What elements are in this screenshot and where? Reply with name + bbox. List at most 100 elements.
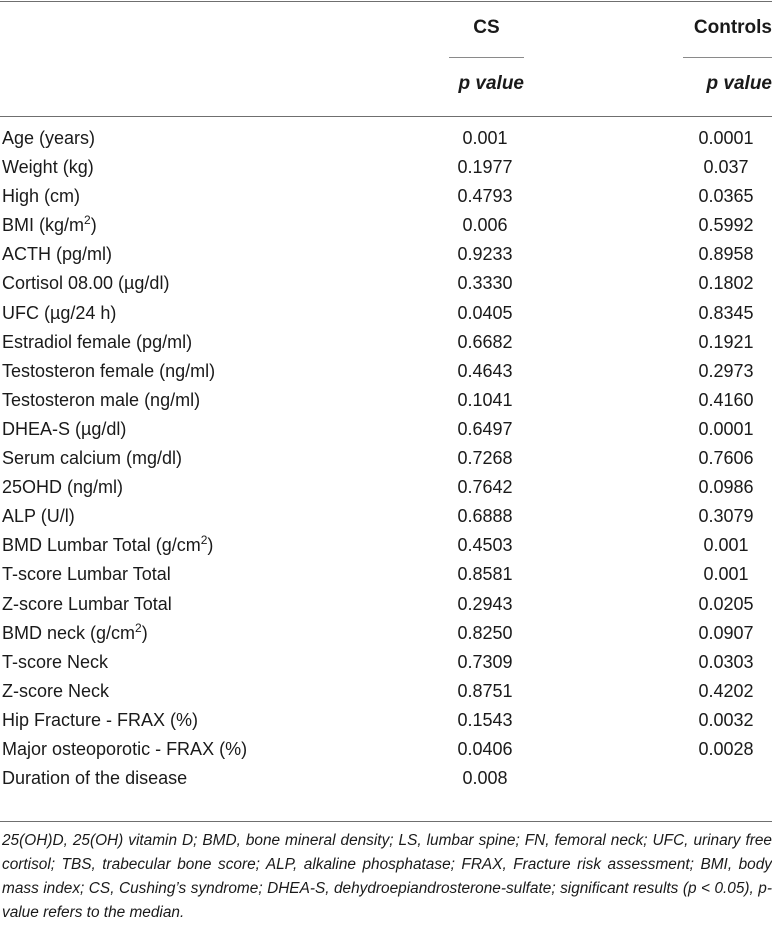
row-label: Duration of the disease: [2, 768, 188, 789]
cs-pvalue-cell: 0.008: [462, 768, 508, 789]
cs-pvalue-cell: 0.006: [462, 215, 508, 236]
superscript: 2: [135, 620, 142, 635]
controls-pvalue-cell: 0.8345: [698, 302, 754, 323]
table-row: T-score Lumbar Total 0.8581 0.001: [0, 560, 772, 589]
column-header-controls: Controls: [693, 17, 772, 38]
controls-pvalue-cell: 0.0986: [698, 477, 754, 498]
row-label: ALP (U/l): [2, 506, 75, 527]
controls-pvalue-cell: 0.2973: [698, 360, 754, 381]
table-body: Age (years) 0.001 0.0001 Weight (kg) 0.1977 0…: [0, 124, 772, 793]
controls-pvalue-cell: 0.0032: [698, 709, 754, 730]
column-header-cs: CS: [473, 17, 500, 38]
table-row: Cortisol 08.00 (µg/dl) 0.3330 0.1802: [0, 269, 772, 298]
table-row: T-score Neck 0.7309 0.0303: [0, 648, 772, 677]
cs-pvalue-cell: 0.6682: [457, 331, 513, 352]
cs-pvalue-cell: 0.2943: [457, 593, 513, 614]
controls-pvalue-cell: 0.0028: [698, 738, 754, 759]
row-label: UFC (µg/24 h): [2, 302, 117, 323]
table-row: Duration of the disease 0.008: [0, 764, 772, 793]
table-row: ALP (U/l) 0.6888 0.3079: [0, 502, 772, 531]
table-row: 25OHD (ng/ml) 0.7642 0.0986: [0, 473, 772, 502]
controls-pvalue-cell: 0.0303: [698, 651, 754, 672]
controls-header-underline: [683, 57, 772, 58]
controls-pvalue-cell: 0.001: [703, 564, 749, 585]
table-top-rule: [0, 1, 772, 2]
row-label: Major osteoporotic - FRAX (%): [2, 738, 248, 759]
table-bottom-rule: [0, 821, 772, 822]
table-row: Testosteron male (ng/ml) 0.1041 0.4160: [0, 386, 772, 415]
superscript: 2: [84, 213, 91, 228]
cs-pvalue-cell: 0.0405: [457, 302, 513, 323]
row-label: Testosteron male (ng/ml): [2, 389, 201, 410]
controls-pvalue-cell: 0.4160: [698, 389, 754, 410]
table-footnote: 25(OH)D, 25(OH) vitamin D; BMD, bone min…: [2, 832, 772, 921]
controls-pvalue-cell: 0.001: [703, 535, 749, 556]
row-label: Serum calcium (mg/dl): [2, 448, 183, 469]
table-row: Z-score Lumbar Total 0.2943 0.0205: [0, 590, 772, 619]
row-label: High (cm): [2, 186, 81, 207]
table-row: Estradiol female (pg/ml) 0.6682 0.1921: [0, 328, 772, 357]
row-label: T-score Neck: [2, 651, 109, 672]
cs-pvalue-cell: 0.4793: [457, 186, 513, 207]
superscript: 2: [200, 533, 208, 548]
table-row: BMI (kg/m2) 0.006 0.5992: [0, 211, 772, 240]
controls-pvalue-cell: 0.0365: [698, 186, 754, 207]
row-label: Hip Fracture - FRAX (%): [2, 709, 199, 730]
table-row: UFC (µg/24 h) 0.0405 0.8345: [0, 299, 772, 328]
row-label: Cortisol 08.00 (µg/dl): [2, 273, 170, 294]
controls-pvalue-cell: 0.1802: [698, 273, 754, 294]
table-row: Serum calcium (mg/dl) 0.7268 0.7606: [0, 444, 772, 473]
controls-pvalue-cell: 0.8958: [698, 244, 754, 265]
cs-pvalue-cell: 0.4503: [457, 535, 513, 556]
controls-pvalue-cell: 0.7606: [698, 448, 754, 469]
controls-pvalue-cell: 0.0907: [698, 622, 754, 643]
table-row: High (cm) 0.4793 0.0365: [0, 182, 772, 211]
row-label: BMI (kg/m2): [2, 213, 97, 236]
table-row: ACTH (pg/ml) 0.9233 0.8958: [0, 240, 772, 269]
cs-pvalue-cell: 0.6497: [457, 418, 513, 439]
table-row: BMD neck (g/cm2) 0.8250 0.0907: [0, 619, 772, 648]
cs-pvalue-cell: 0.1041: [457, 389, 513, 410]
row-label: Z-score Lumbar Total: [2, 593, 172, 614]
table-row: BMD Lumbar Total (g/cm2) 0.4503 0.001: [0, 531, 772, 560]
cs-pvalue-cell: 0.0406: [457, 738, 513, 759]
controls-pvalue-cell: 0.5992: [698, 215, 754, 236]
cs-pvalue-cell: 0.8581: [457, 564, 513, 585]
row-label: BMD Lumbar Total (g/cm2): [2, 533, 214, 556]
row-label: DHEA-S (µg/dl): [2, 418, 127, 439]
row-label: Testosteron female (ng/ml): [2, 360, 216, 381]
controls-pvalue-subheader: p value: [706, 73, 772, 94]
cs-pvalue-cell: 0.7309: [457, 651, 513, 672]
cs-pvalue-cell: 0.1543: [457, 709, 513, 730]
row-label: BMD neck (g/cm2): [2, 620, 148, 643]
controls-pvalue-cell: 0.3079: [698, 506, 754, 527]
cs-pvalue-cell: 0.3330: [457, 273, 513, 294]
controls-pvalue-cell: 0.4202: [698, 680, 754, 701]
table-row: DHEA-S (µg/dl) 0.6497 0.0001: [0, 415, 772, 444]
table-row: Z-score Neck 0.8751 0.4202: [0, 677, 772, 706]
controls-pvalue-cell: 0.0205: [698, 593, 754, 614]
row-label: Weight (kg): [2, 157, 94, 178]
controls-pvalue-cell: 0.037: [703, 157, 749, 178]
cs-pvalue-cell: 0.9233: [457, 244, 513, 265]
cs-pvalue-cell: 0.7268: [457, 448, 513, 469]
row-label: 25OHD (ng/ml): [2, 477, 124, 498]
row-label: T-score Lumbar Total: [2, 564, 171, 585]
header-bottom-rule: [0, 116, 772, 117]
row-label: Estradiol female (pg/ml): [2, 331, 193, 352]
cs-pvalue-cell: 0.8751: [457, 680, 513, 701]
cs-pvalue-cell: 0.6888: [457, 506, 513, 527]
row-label: Age (years): [2, 128, 96, 148]
cs-pvalue-cell: 0.001: [462, 128, 508, 148]
cs-header-underline: [449, 57, 524, 58]
cs-pvalue-cell: 0.1977: [457, 157, 513, 178]
table-row: Weight (kg) 0.1977 0.037: [0, 153, 772, 182]
controls-pvalue-cell: 0.0001: [698, 418, 754, 439]
cs-pvalue-cell: 0.7642: [457, 477, 513, 498]
row-label: Z-score Neck: [2, 680, 110, 701]
table-row: Hip Fracture - FRAX (%) 0.1543 0.0032: [0, 706, 772, 735]
cs-pvalue-cell: 0.4643: [457, 360, 513, 381]
controls-pvalue-cell: 0.0001: [698, 128, 754, 148]
table-row: Major osteoporotic - FRAX (%) 0.0406 0.002…: [0, 735, 772, 764]
cs-pvalue-cell: 0.8250: [457, 622, 513, 643]
